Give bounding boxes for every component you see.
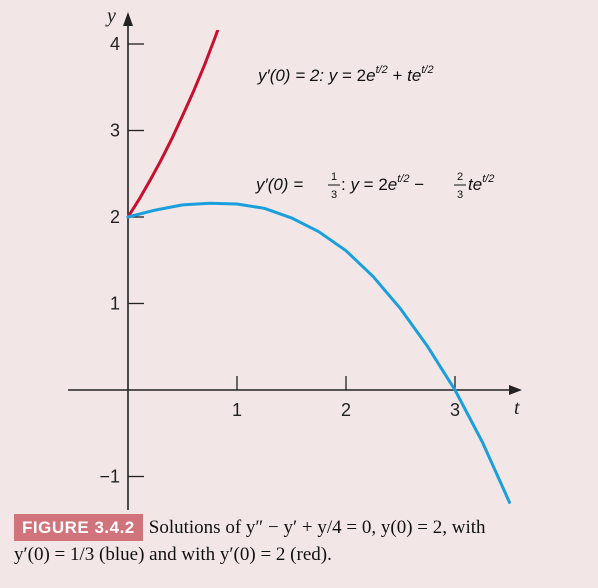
x-tick-label: 2 xyxy=(341,400,351,420)
svg-text:y′(0) =: y′(0) = xyxy=(255,175,303,194)
y-axis-label: y xyxy=(105,5,116,27)
svg-text:: y = 2et/2 −: : y = 2et/2 − xyxy=(341,173,424,194)
y-tick-label: −1 xyxy=(99,467,120,487)
x-tick-label: 3 xyxy=(450,400,460,420)
svg-text:1: 1 xyxy=(331,171,337,183)
y-tick-label: 3 xyxy=(110,121,120,141)
caption-line-1: Solutions of y″ − y′ + y/4 = 0, y(0) = 2… xyxy=(148,517,486,538)
red-curve xyxy=(126,30,220,219)
axes: t y 1 2 3 −1 1 2 3 4 xyxy=(68,5,522,510)
figure-caption: FIGURE 3.4.2 Solutions of y″ − y′ + y/4 =… xyxy=(14,514,589,568)
blue-curve-label: y′(0) = 1 3 : y = 2et/2 − 2 3 tet/2 xyxy=(255,171,494,201)
curves xyxy=(126,30,511,504)
svg-text:3: 3 xyxy=(331,189,337,201)
svg-text:3: 3 xyxy=(457,189,463,201)
svg-text:2: 2 xyxy=(457,171,463,183)
blue-curve xyxy=(126,201,511,504)
solution-curves-chart: t y 1 2 3 −1 1 2 3 4 y′(0) = 2: y = 2et/2 + tet/2… xyxy=(68,5,522,510)
figure-number-badge: FIGURE 3.4.2 xyxy=(14,514,143,541)
caption-line-2: y′(0) = 1/3 (blue) and with y′(0) = 2 (r… xyxy=(14,544,332,565)
y-tick-label: 4 xyxy=(110,34,120,54)
y-tick-label: 2 xyxy=(110,207,120,227)
svg-text:tet/2: tet/2 xyxy=(468,173,494,194)
x-axis-label: t xyxy=(514,397,520,419)
y-axis-arrow xyxy=(123,12,133,26)
y-tick-label: 1 xyxy=(110,294,120,314)
x-tick-label: 1 xyxy=(232,400,242,420)
x-axis-arrow xyxy=(509,385,522,395)
red-curve-label: y′(0) = 2: y = 2et/2 + tet/2 xyxy=(257,64,434,85)
